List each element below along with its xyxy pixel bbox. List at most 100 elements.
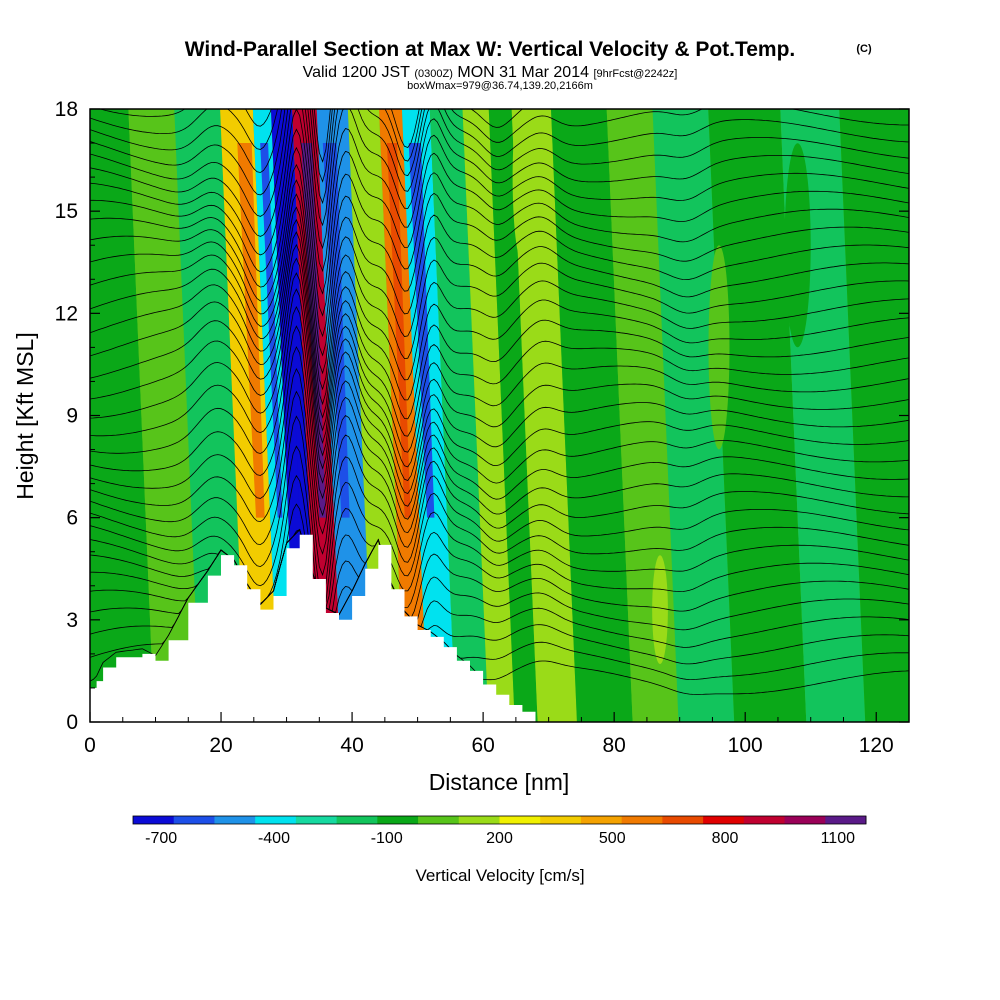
colorbar-swatch bbox=[499, 816, 541, 824]
terrain-mask bbox=[90, 534, 536, 722]
velocity-band bbox=[550, 109, 633, 722]
isentrope-line bbox=[90, 146, 909, 338]
isentrope-line bbox=[90, 257, 909, 457]
isentrope-line bbox=[90, 346, 909, 535]
y-tick-label: 12 bbox=[55, 302, 78, 325]
x-tick-label: 100 bbox=[728, 734, 763, 757]
valid-prefix: Valid 1200 JST bbox=[303, 64, 411, 81]
velocity-core bbox=[237, 143, 265, 518]
colorbar-swatch bbox=[418, 816, 460, 824]
x-tick-label: 0 bbox=[84, 734, 96, 757]
colorbar-title: Vertical Velocity [cm/s] bbox=[415, 866, 584, 885]
x-tick-label: 20 bbox=[209, 734, 232, 757]
x-tick-label: 60 bbox=[471, 734, 494, 757]
isentrope-line bbox=[90, 415, 909, 598]
x-tick-label: 120 bbox=[859, 734, 894, 757]
isentrope-line bbox=[90, 243, 909, 445]
colorbar-swatch bbox=[295, 816, 338, 824]
velocity-band bbox=[429, 109, 489, 722]
isentrope-line bbox=[90, 474, 909, 610]
colorbar-swatch bbox=[743, 816, 786, 824]
velocity-band bbox=[128, 109, 201, 722]
colorbar-frame bbox=[132, 815, 867, 825]
velocity-core bbox=[408, 143, 435, 518]
isentrope-line bbox=[98, 109, 523, 163]
velocity-core bbox=[260, 143, 283, 518]
valid-date: MON 31 Mar 2014 bbox=[457, 64, 589, 81]
isentrope-line bbox=[90, 390, 909, 577]
colorbar-swatch bbox=[540, 816, 582, 824]
isentrope-contours bbox=[90, 109, 909, 695]
isentrope-line bbox=[90, 193, 909, 391]
velocity-cell bbox=[708, 245, 730, 450]
velocity-band bbox=[839, 109, 909, 722]
velocity-band bbox=[462, 109, 515, 722]
isentrope-line bbox=[90, 305, 909, 500]
isentrope-line bbox=[90, 231, 909, 432]
isentrope-line bbox=[90, 163, 909, 357]
x-tick-label: 40 bbox=[340, 734, 363, 757]
colorbar-label: -400 bbox=[258, 830, 290, 847]
box-wmax-info: boxWmax=979@36.74,139.20,2166m bbox=[407, 80, 593, 92]
colorbar-swatch bbox=[377, 816, 419, 824]
colorbar-swatch bbox=[703, 816, 745, 824]
copyright-mark: (C) bbox=[856, 43, 872, 55]
isentrope-line bbox=[90, 272, 909, 470]
valid-zulu: (0300Z) bbox=[414, 68, 453, 80]
velocity-band bbox=[90, 109, 155, 722]
colorbar-label: 800 bbox=[712, 830, 739, 847]
forecast-info: [9hrFcst@2242z] bbox=[593, 68, 677, 80]
x-axis-label: Distance [nm] bbox=[429, 769, 570, 795]
isentrope-line bbox=[90, 367, 909, 555]
colorbar-label: 1100 bbox=[821, 830, 856, 847]
colorbar-swatch bbox=[784, 816, 826, 824]
colorbar-label: 500 bbox=[599, 830, 626, 847]
colorbar-swatch bbox=[662, 816, 704, 824]
colorbar-swatch bbox=[133, 816, 175, 824]
velocity-core bbox=[386, 143, 411, 518]
velocity-cell bbox=[512, 109, 533, 263]
isentrope-line bbox=[90, 445, 909, 603]
isentrope-line bbox=[90, 109, 909, 227]
colorbar-swatch bbox=[214, 816, 256, 824]
isentrope-line bbox=[90, 109, 909, 273]
isentrope-line bbox=[90, 109, 909, 183]
x-axis: 0 20 40 60 80 100 120 bbox=[84, 712, 894, 757]
valid-line: Valid 1200 JST (0300Z) MON 31 Mar 2014 [… bbox=[303, 64, 678, 81]
isentrope-line bbox=[90, 325, 909, 517]
y-tick-label: 6 bbox=[66, 507, 78, 530]
velocity-cell bbox=[784, 143, 811, 348]
isentrope-line bbox=[90, 109, 909, 250]
colorbar-label: 200 bbox=[486, 830, 513, 847]
velocity-band bbox=[220, 109, 279, 722]
isentrope-line bbox=[90, 109, 909, 295]
velocity-band bbox=[511, 109, 577, 722]
y-tick-label: 3 bbox=[66, 609, 78, 632]
colorbar-swatch bbox=[825, 816, 867, 824]
isentrope-line bbox=[90, 206, 909, 406]
isentrope-line bbox=[90, 109, 909, 205]
y-tick-label: 9 bbox=[66, 405, 78, 428]
colorbar-swatch bbox=[255, 816, 297, 824]
x-tick-label: 80 bbox=[602, 734, 625, 757]
y-tick-label: 15 bbox=[55, 200, 78, 223]
colorbar-label: -700 bbox=[145, 830, 177, 847]
isentrope-line bbox=[90, 128, 909, 317]
chart-title: Wind-Parallel Section at Max W: Vertical… bbox=[185, 38, 796, 61]
y-tick-label: 18 bbox=[55, 98, 78, 121]
colorbar: -700 -400 -100 200 500 800 1100 bbox=[132, 815, 867, 847]
isentrope-line bbox=[90, 179, 909, 375]
y-axis-label: Height [Kft MSL] bbox=[12, 332, 38, 499]
colorbar-swatch bbox=[458, 816, 500, 824]
colorbar-swatch bbox=[621, 816, 663, 824]
y-tick-label: 0 bbox=[66, 711, 78, 734]
colorbar-swatch bbox=[580, 816, 623, 824]
isentrope-line bbox=[90, 218, 909, 419]
colorbar-label: -100 bbox=[371, 830, 403, 847]
velocity-band bbox=[708, 109, 807, 722]
isentrope-line bbox=[90, 288, 909, 484]
colorbar-swatch bbox=[173, 816, 215, 824]
velocity-band bbox=[488, 109, 538, 722]
y-axis: 0 3 6 9 12 15 18 bbox=[55, 98, 909, 734]
